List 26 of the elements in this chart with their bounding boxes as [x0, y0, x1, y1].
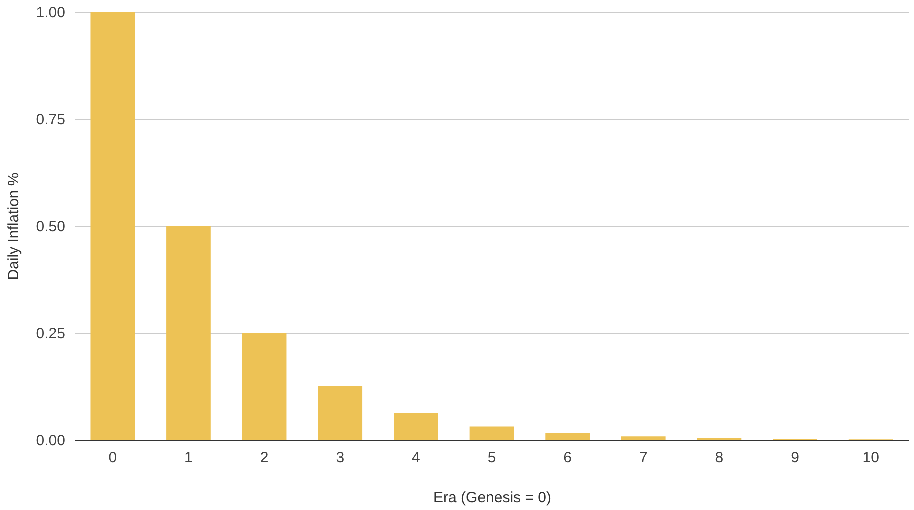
- y-tick-label: 0.50: [36, 218, 66, 236]
- bar: [90, 12, 136, 440]
- bar: [621, 436, 666, 440]
- bar: [242, 333, 287, 440]
- x-tick-label: 9: [791, 450, 800, 466]
- x-tick-label: 1: [184, 450, 193, 466]
- x-tick-label: 0: [108, 450, 118, 466]
- y-axis-title: Daily Inflation %: [5, 172, 22, 280]
- y-tick-label: 1.00: [36, 4, 66, 22]
- x-tick-label: 2: [260, 450, 269, 466]
- x-tick-label: 6: [564, 450, 572, 466]
- bar: [394, 413, 438, 440]
- y-tick-label: 0.75: [36, 112, 66, 128]
- bar: [318, 386, 363, 440]
- x-tick-label: 10: [862, 450, 880, 466]
- y-tick-label: 0.00: [36, 432, 66, 450]
- x-tick-label: 7: [639, 450, 648, 466]
- x-tick-label: 4: [412, 450, 420, 466]
- bar: [166, 226, 211, 440]
- bar: [546, 433, 590, 440]
- x-tick-label: 3: [336, 450, 345, 466]
- x-tick-label: 8: [715, 450, 724, 466]
- x-axis-title: Era (Genesis = 0): [434, 490, 552, 506]
- y-tick-label: 0.25: [36, 326, 66, 342]
- bar: [470, 426, 514, 440]
- x-tick-label: 5: [488, 450, 496, 466]
